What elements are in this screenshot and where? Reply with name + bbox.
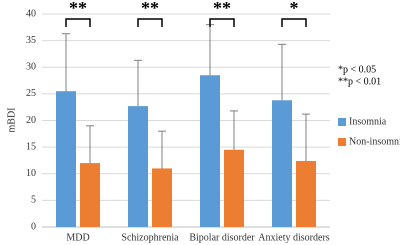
significance-label: ** — [69, 0, 87, 18]
bar — [272, 100, 292, 227]
note: *p < 0.05 — [338, 64, 376, 75]
x-tick-label: Anxiety disorders — [258, 232, 329, 243]
bar — [80, 163, 100, 227]
bar — [152, 168, 172, 227]
y-tick-label: 10 — [26, 168, 36, 179]
legend-swatch — [338, 138, 346, 146]
legend-label: Non-insomnia — [349, 136, 400, 147]
bar — [128, 106, 148, 227]
x-tick-label: MDD — [66, 232, 89, 243]
y-tick-label: 0 — [31, 221, 36, 232]
significance-label: ** — [213, 0, 231, 18]
bar — [296, 160, 316, 227]
y-tick-label: 15 — [26, 141, 36, 152]
legend-label: Insomnia — [349, 116, 387, 127]
y-tick-label: 20 — [26, 115, 36, 126]
significance-label: * — [290, 0, 299, 18]
bar — [224, 149, 244, 227]
y-tick-label: 40 — [26, 8, 36, 19]
significance-bracket — [137, 18, 163, 27]
significance-bracket — [209, 18, 235, 27]
y-axis-label: mBDI — [6, 108, 17, 133]
y-tick-label: 30 — [26, 62, 36, 73]
significance-label: ** — [141, 0, 159, 18]
y-tick-label: 5 — [31, 195, 36, 206]
significance-bracket — [281, 18, 307, 27]
y-tick-label: 25 — [26, 88, 36, 99]
significance-bracket — [65, 18, 91, 27]
x-tick-label: Bipolar disorder — [189, 232, 255, 243]
y-tick-label: 35 — [26, 35, 36, 46]
legend-swatch — [338, 118, 346, 126]
bar — [56, 91, 76, 228]
bar — [200, 75, 220, 227]
x-tick-label: Schizophrenia — [121, 232, 179, 243]
note: **p < 0.01 — [338, 76, 381, 87]
